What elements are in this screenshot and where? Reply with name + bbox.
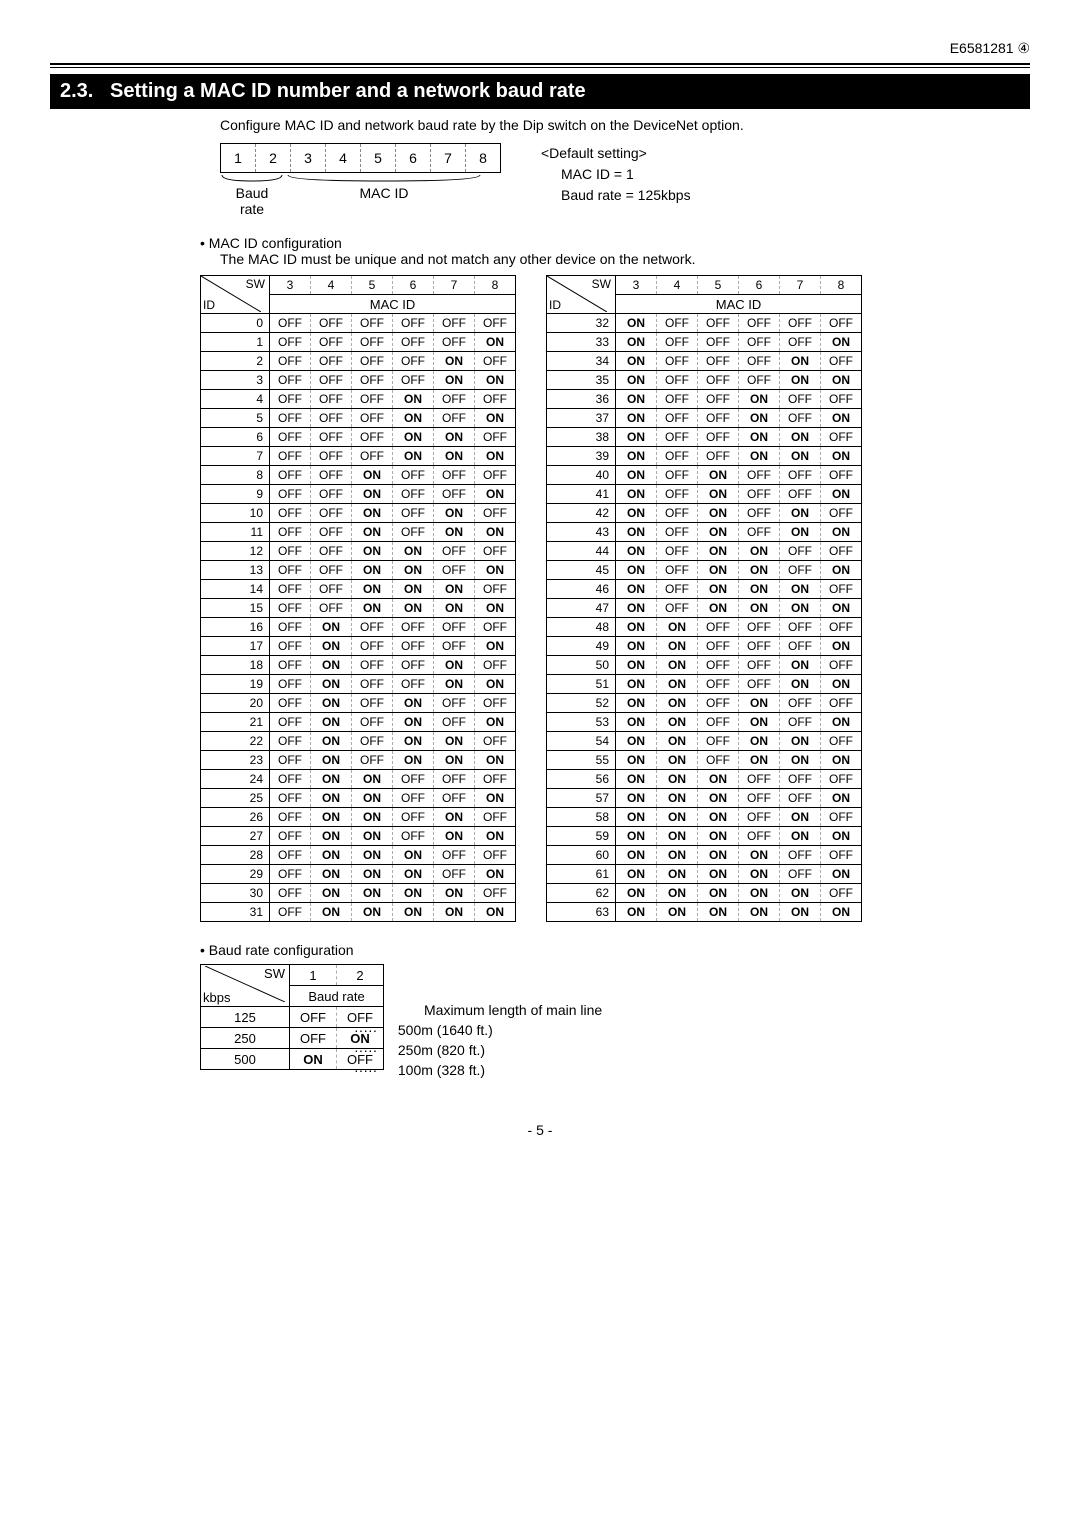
rule-top-thick [50,63,1030,65]
page-number: - 5 - [50,1122,1030,1138]
dip-cell: 3 [291,144,326,173]
default-setting-block: <Default setting> MAC ID = 1 Baud rate =… [541,143,691,206]
mac-id-label: MAC ID [284,171,484,217]
mac-table-left: SWID345678MAC ID0OFFOFFOFFOFFOFFOFF1OFFO… [200,275,516,922]
default-baud: Baud rate = 125kbps [541,185,691,206]
dip-cell: 5 [361,144,396,173]
section-title: 2.3. Setting a MAC ID number and a netwo… [50,74,1030,109]
dip-cell: 4 [326,144,361,173]
baud-length-row: ····· 250m (820 ft.) [354,1042,602,1062]
max-length-label: Maximum length of main line [424,1002,602,1018]
default-title: <Default setting> [541,143,691,164]
dip-cell: 8 [466,144,501,173]
macid-note: The MAC ID must be unique and not match … [220,251,1030,267]
baud-length-row: ····· 100m (328 ft.) [354,1062,602,1082]
dip-cell: 6 [396,144,431,173]
baud-length-block: Maximum length of main line ····· 500m (… [424,964,602,1082]
baud-length-row: ····· 500m (1640 ft.) [354,1022,602,1042]
baud-sw-label: SW [264,966,285,981]
default-mac: MAC ID = 1 [541,164,691,185]
dip-switch-diagram: 12345678 Baud rate MAC ID [220,143,501,217]
baud-kbps-label: kbps [203,990,230,1005]
baud-rate-header: Baud rate [290,986,384,1007]
baud-col-2: 2 [337,965,384,986]
baud-col-1: 1 [290,965,337,986]
baud-heading: • Baud rate configuration [200,942,1030,958]
dip-cell: 1 [221,144,256,173]
baud-rate-label: Baud rate [220,171,284,217]
dip-cell: 7 [431,144,466,173]
mac-table-right: SWID345678MAC ID32ONOFFOFFOFFOFFOFF33ONO… [546,275,862,922]
section-number: 2.3. [60,80,93,102]
macid-heading: • MAC ID configuration [200,235,1030,251]
dip-cell: 2 [256,144,291,173]
rule-top-thin [50,67,1030,68]
section-title-text: Setting a MAC ID number and a network ba… [110,80,586,102]
intro-text: Configure MAC ID and network baud rate b… [220,117,1030,133]
doc-code: E6581281 ④ [50,40,1030,57]
